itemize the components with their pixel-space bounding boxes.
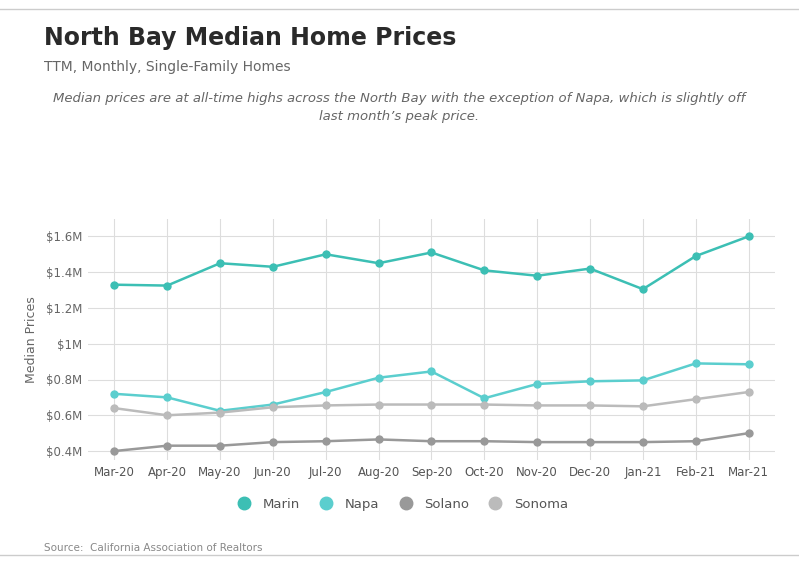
Napa — [532, 381, 542, 388]
Sonoma — [374, 401, 384, 408]
Marin — [479, 267, 489, 274]
Solano — [321, 438, 331, 444]
Solano — [638, 439, 648, 446]
Napa — [162, 394, 172, 401]
Sonoma — [691, 396, 701, 402]
Line: Solano: Solano — [111, 430, 752, 454]
Napa — [744, 361, 753, 368]
Line: Sonoma: Sonoma — [111, 389, 752, 419]
Napa — [585, 378, 594, 385]
Sonoma — [532, 402, 542, 409]
Sonoma — [427, 401, 436, 408]
Solano — [109, 447, 119, 454]
Sonoma — [479, 401, 489, 408]
Sonoma — [321, 402, 331, 409]
Napa — [374, 374, 384, 381]
Napa — [268, 401, 278, 408]
Marin — [215, 260, 225, 267]
Sonoma — [162, 412, 172, 419]
Line: Marin: Marin — [111, 233, 752, 293]
Legend: Marin, Napa, Solano, Sonoma: Marin, Napa, Solano, Sonoma — [225, 492, 574, 516]
Sonoma — [268, 404, 278, 411]
Text: Source:  California Association of Realtors: Source: California Association of Realto… — [44, 543, 262, 553]
Marin — [691, 252, 701, 259]
Text: TTM, Monthly, Single-Family Homes: TTM, Monthly, Single-Family Homes — [44, 60, 291, 74]
Solano — [691, 438, 701, 444]
Solano — [215, 442, 225, 449]
Sonoma — [638, 403, 648, 410]
Sonoma — [215, 409, 225, 416]
Solano — [532, 439, 542, 446]
Napa — [215, 407, 225, 414]
Solano — [268, 439, 278, 446]
Marin — [162, 282, 172, 289]
Sonoma — [744, 389, 753, 396]
Napa — [427, 368, 436, 375]
Marin — [638, 286, 648, 293]
Napa — [321, 389, 331, 396]
Text: Median prices are at all-time highs across the North Bay with the exception of N: Median prices are at all-time highs acro… — [54, 92, 745, 123]
Solano — [162, 442, 172, 449]
Sonoma — [109, 405, 119, 412]
Marin — [109, 281, 119, 288]
Sonoma — [585, 402, 594, 409]
Solano — [744, 430, 753, 436]
Napa — [691, 360, 701, 367]
Marin — [374, 260, 384, 267]
Y-axis label: Median Prices: Median Prices — [25, 296, 38, 382]
Solano — [374, 436, 384, 443]
Napa — [638, 377, 648, 384]
Solano — [479, 438, 489, 444]
Marin — [585, 265, 594, 272]
Marin — [744, 233, 753, 240]
Napa — [109, 390, 119, 397]
Solano — [427, 438, 436, 444]
Line: Napa: Napa — [111, 360, 752, 414]
Text: North Bay Median Home Prices: North Bay Median Home Prices — [44, 26, 456, 50]
Marin — [427, 249, 436, 256]
Napa — [479, 395, 489, 402]
Marin — [532, 273, 542, 279]
Marin — [268, 263, 278, 270]
Solano — [585, 439, 594, 446]
Marin — [321, 251, 331, 258]
